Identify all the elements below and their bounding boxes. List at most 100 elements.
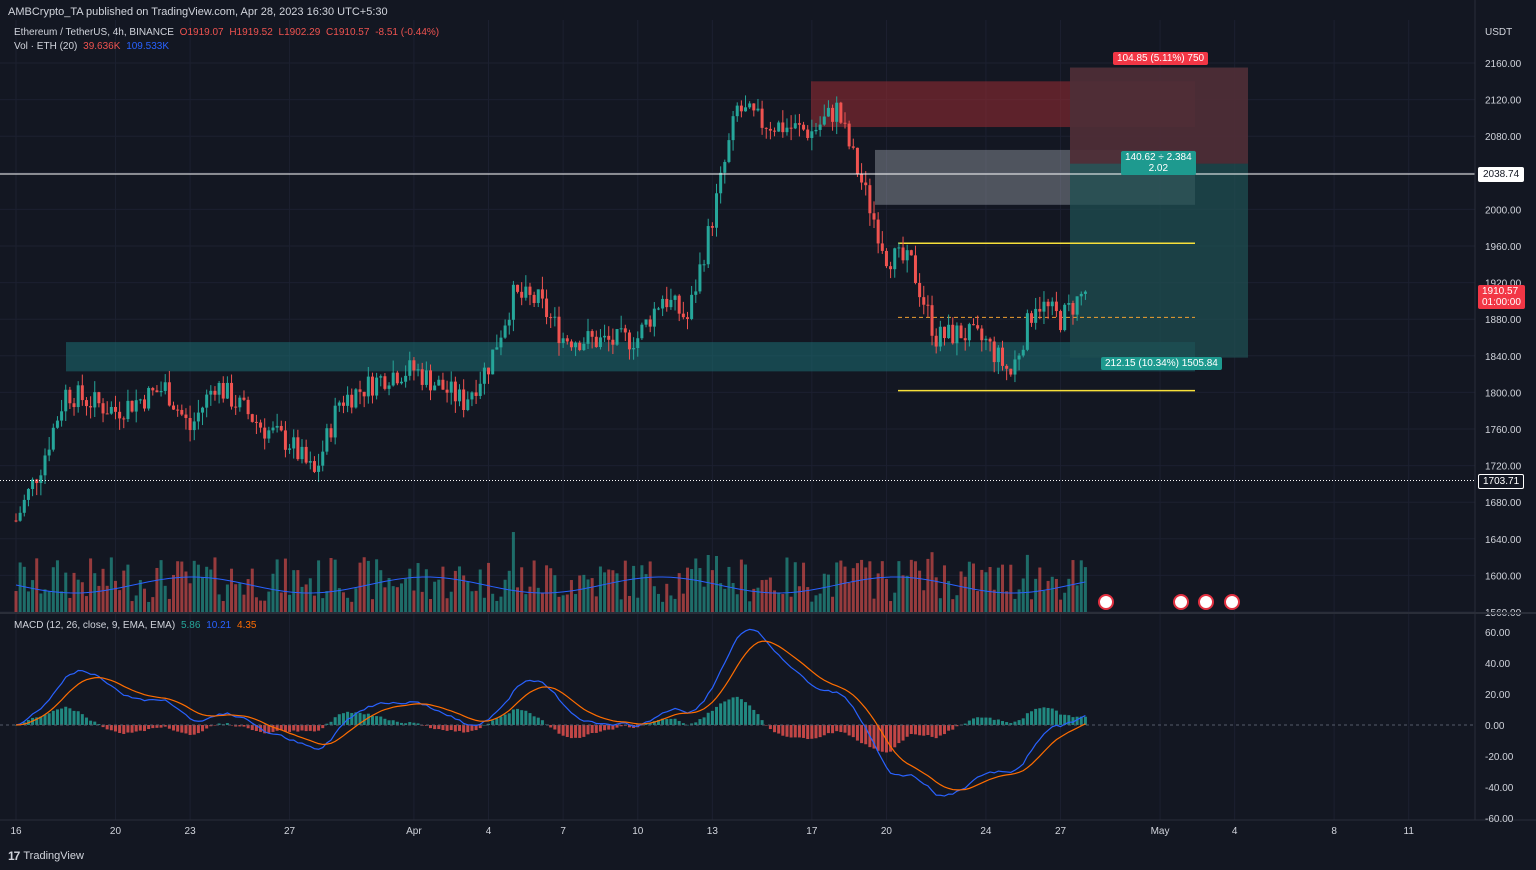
macd-hist-bar xyxy=(1079,716,1083,725)
macd-hist-bar xyxy=(727,699,731,725)
volume-ma-value: 109.533K xyxy=(126,41,170,52)
volume-bar xyxy=(72,572,76,612)
candle-body xyxy=(727,140,731,162)
ratio-label-line-2: 2.02 xyxy=(1148,163,1169,174)
candle-body xyxy=(793,123,797,129)
volume-bar xyxy=(524,594,528,612)
volume-bar xyxy=(68,597,72,612)
volume-bar xyxy=(271,573,275,612)
candle-body xyxy=(520,291,524,298)
candle-body xyxy=(68,389,72,404)
candle-body xyxy=(126,400,130,420)
macd-hist-bar xyxy=(192,725,196,735)
volume-bar xyxy=(375,559,379,612)
macd-hist-bar xyxy=(644,723,648,725)
candle-body xyxy=(288,448,292,450)
macd-legend[interactable]: MACD (12, 26, close, 9, EMA, EMA) 5.86 1… xyxy=(14,620,259,631)
macd-hist-bar xyxy=(831,725,835,734)
macd-hist-bar xyxy=(383,718,387,725)
candle-body xyxy=(963,338,967,341)
volume-bar xyxy=(225,584,229,612)
macd-hist-bar xyxy=(478,725,482,729)
candle-body xyxy=(39,475,43,484)
macd-hist-bar xyxy=(346,711,350,725)
candles[interactable] xyxy=(14,95,1087,523)
volume-bar xyxy=(1025,554,1029,612)
candle-body xyxy=(80,385,84,401)
macd-hist-bar xyxy=(60,708,64,725)
volume-bar xyxy=(884,579,888,612)
volume-bar xyxy=(503,579,507,612)
price-tick-label: 1880.00 xyxy=(1485,315,1522,326)
volume-bar xyxy=(31,580,35,612)
macd-hist-bar xyxy=(416,723,420,725)
volume-bar xyxy=(644,574,648,612)
macd-hist-bar xyxy=(470,725,474,731)
candle-body xyxy=(1050,301,1054,307)
volume-bar xyxy=(487,562,491,612)
volume-bar xyxy=(84,596,88,612)
tradingview-brand[interactable]: 17 TradingView xyxy=(8,849,84,863)
us-flag-event-icon xyxy=(1173,594,1189,610)
macd-hist-bar xyxy=(532,716,536,725)
symbol-legend[interactable]: Ethereum / TetherUS, 4h, BINANCE O1919.0… xyxy=(14,27,442,38)
macd-hist-bar xyxy=(354,712,358,725)
macd-hist-bar xyxy=(1042,707,1046,725)
volume-bar xyxy=(785,557,789,612)
volume-bar xyxy=(930,552,934,612)
candle-body xyxy=(213,390,217,395)
volume-bar xyxy=(698,568,702,612)
macd-hist-bar xyxy=(611,725,615,730)
macd-hist-bar xyxy=(267,725,271,733)
volume-bar xyxy=(470,591,474,612)
macd-hist-bar xyxy=(379,716,383,725)
level-high-tag[interactable]: 2038.74 xyxy=(1478,167,1525,182)
macd-hist-bar xyxy=(507,713,511,725)
ratio-label-line-1: 140.62 ÷ 2.384 xyxy=(1125,152,1192,163)
time-tick-label: Apr xyxy=(406,826,422,837)
candle-body xyxy=(35,479,39,484)
macd-hist-bar xyxy=(325,723,329,725)
candle-body xyxy=(536,289,540,304)
macd-hist-bar xyxy=(843,725,847,733)
tradingview-logo-icon: 17 xyxy=(8,849,20,863)
volume-bar xyxy=(321,598,325,612)
candle-body xyxy=(312,461,316,472)
macd-hist-bar xyxy=(955,725,959,727)
volume-bar xyxy=(636,597,640,612)
event-markers[interactable] xyxy=(1098,594,1240,610)
candle-body xyxy=(1063,304,1067,331)
candle-body xyxy=(976,325,980,329)
macd-hist-bar xyxy=(80,714,84,725)
macd-hist-bar xyxy=(122,725,126,734)
volume-bar xyxy=(756,587,760,612)
candle-body xyxy=(1005,365,1009,369)
volume-bar xyxy=(453,570,457,612)
current-price-tag[interactable]: 1910.57 01:00:00 xyxy=(1478,285,1525,309)
volume-bar xyxy=(275,559,279,612)
candle-body xyxy=(777,122,781,132)
macd-hist-bar xyxy=(458,725,462,731)
macd-hist-bar xyxy=(1063,714,1067,725)
volume-bar xyxy=(851,568,855,612)
macd-hist-bar xyxy=(292,725,296,731)
volume-bar xyxy=(354,588,358,612)
macd-hist-bar xyxy=(159,725,163,728)
volume-bar xyxy=(1063,592,1067,612)
level-low-tag[interactable]: 1703.71 xyxy=(1478,474,1525,489)
horizontal-levels[interactable] xyxy=(0,173,1475,482)
volume-legend[interactable]: Vol · ETH (20) 39.636K 109.533K xyxy=(14,41,172,52)
macd-hist-bar xyxy=(1046,707,1050,725)
candle-body xyxy=(822,116,826,125)
macd-hist-bar xyxy=(412,722,416,725)
volume-bar xyxy=(926,558,930,612)
macd-hist-bar xyxy=(976,717,980,725)
candle-body xyxy=(1075,296,1079,315)
candle-body xyxy=(723,161,727,173)
volume-bar xyxy=(1009,564,1013,612)
candle-body xyxy=(814,129,818,132)
candle-body xyxy=(76,385,80,408)
volume-bar xyxy=(155,567,159,612)
volume-bar xyxy=(288,594,292,612)
